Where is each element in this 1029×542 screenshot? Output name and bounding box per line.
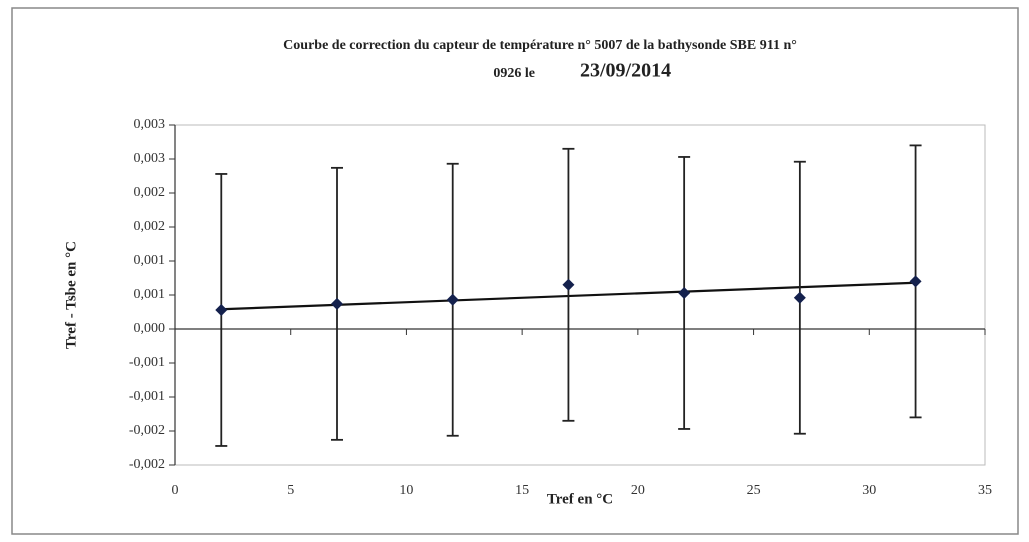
- y-tick-label: -0,001: [129, 389, 165, 404]
- x-tick-label: 35: [978, 483, 992, 498]
- y-tick-label: 0,003: [134, 151, 166, 166]
- y-tick-label: -0,001: [129, 355, 165, 370]
- x-tick-label: 15: [515, 483, 529, 498]
- x-tick-label: 20: [631, 483, 645, 498]
- y-tick-label: 0,003: [134, 117, 166, 132]
- y-tick-label: 0,002: [134, 219, 166, 234]
- data-point: [793, 291, 806, 304]
- y-tick-label: 0,000: [134, 321, 166, 336]
- data-point: [331, 297, 343, 310]
- y-tick-label: 0,001: [134, 287, 166, 302]
- y-tick-label: 0,002: [134, 185, 166, 200]
- x-axis-label: Tref en °C: [547, 491, 613, 507]
- data-point: [446, 293, 459, 306]
- data-point: [215, 303, 228, 316]
- y-tick-label: 0,001: [134, 253, 166, 268]
- y-tick-label: -0,002: [129, 457, 165, 472]
- x-tick-label: 25: [747, 483, 761, 498]
- x-tick-label: 0: [172, 483, 179, 498]
- chart-title-line2: 0926 le: [493, 66, 535, 81]
- chart-date: 23/09/2014: [580, 60, 671, 82]
- data-point: [678, 286, 691, 299]
- chart-border: [11, 7, 1019, 535]
- data-point: [562, 278, 575, 291]
- x-tick-label: 5: [287, 483, 294, 498]
- x-tick-label: 10: [399, 483, 413, 498]
- chart-title: Courbe de correction du capteur de tempé…: [283, 38, 797, 53]
- data-point: [909, 275, 922, 288]
- y-tick-label: -0,002: [129, 423, 165, 438]
- x-tick-label: 30: [862, 483, 876, 498]
- y-axis-label: Tref - Tsbe en °C: [63, 241, 79, 349]
